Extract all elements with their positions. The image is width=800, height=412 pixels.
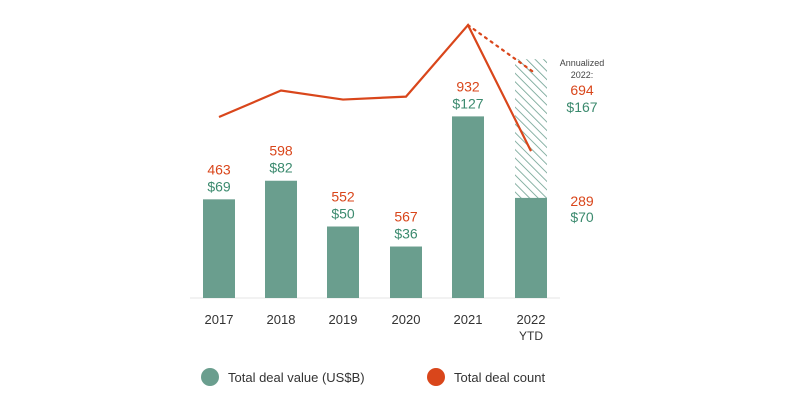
count-label: 552 <box>331 189 355 205</box>
bar-2020 <box>390 246 422 298</box>
bar-2017 <box>203 199 235 298</box>
count-label: 598 <box>269 143 293 159</box>
x-tick-label: 2018 <box>267 312 296 327</box>
value-label: $50 <box>331 206 355 222</box>
annualized-count-label: 694 <box>570 82 594 98</box>
value-label: $127 <box>452 95 483 111</box>
x-tick-sublabel: YTD <box>519 329 543 343</box>
bar-2019 <box>327 226 359 298</box>
annualized-count-line <box>466 23 535 73</box>
legend-swatch <box>427 368 445 386</box>
legend-label: Total deal value (US$B) <box>228 370 365 385</box>
value-label: $70 <box>570 209 594 225</box>
annualized-title: Annualized <box>560 58 605 68</box>
count-label: 289 <box>570 193 594 209</box>
x-tick-label: 2021 <box>454 312 483 327</box>
legend-label: Total deal count <box>454 370 545 385</box>
value-label: $82 <box>269 160 293 176</box>
count-label: 932 <box>456 78 480 94</box>
x-tick-label: 2017 <box>205 312 234 327</box>
bar-2018 <box>265 180 297 298</box>
annualized-title-2: 2022: <box>571 70 594 80</box>
deal-count-line <box>218 23 532 152</box>
value-label: $36 <box>394 226 418 242</box>
legend-swatch <box>201 368 219 386</box>
x-tick-label: 2020 <box>392 312 421 327</box>
annualized-value-label: $167 <box>566 99 597 115</box>
count-label: 463 <box>207 161 231 177</box>
count-label: 567 <box>394 209 418 225</box>
value-label: $69 <box>207 178 231 194</box>
bar-2022 <box>515 197 547 298</box>
x-tick-label: 2022 <box>517 312 546 327</box>
x-tick-label: 2019 <box>329 312 358 327</box>
bar-2021 <box>452 116 484 298</box>
